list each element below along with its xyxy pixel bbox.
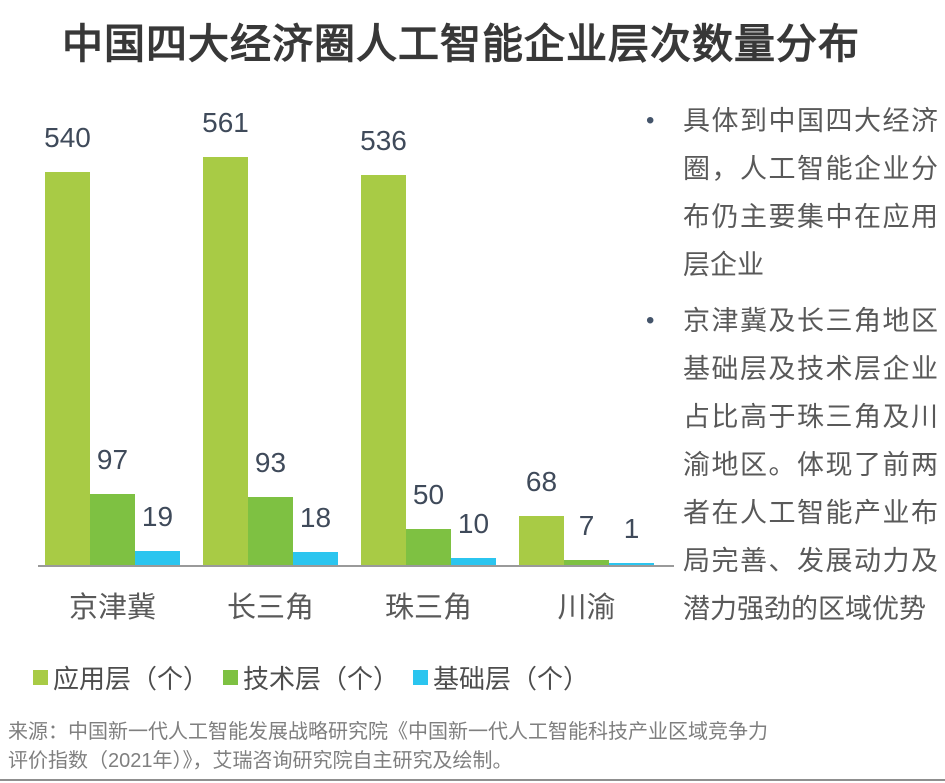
legend-label: 应用层（个）: [53, 664, 210, 694]
bar-川渝-series-2: [564, 559, 609, 565]
bar-川渝-series-1: [519, 515, 564, 565]
bar-长三角-series-2: [248, 497, 293, 565]
category-label-川渝: 川渝: [557, 592, 616, 624]
legend-item-2: 技术层（个）: [223, 659, 399, 696]
value-label-京津冀-series-1: 540: [44, 122, 91, 153]
x-axis-line: [38, 565, 674, 567]
legend-swatch-icon: [223, 670, 239, 685]
category-label-珠三角: 珠三角: [384, 592, 473, 624]
legend-swatch-icon: [33, 670, 48, 685]
value-label-京津冀-series-2: 97: [96, 444, 129, 476]
insight-text-1: 具体到中国四大经济圈，人工智能企业分布仍主要集中在应用层企业: [683, 106, 938, 280]
legend-item-1: 应用层（个）: [33, 659, 209, 696]
page-bottom-divider: [0, 779, 945, 781]
legend-label: 基础层（个）: [433, 664, 590, 694]
category-label-长三角: 长三角: [226, 592, 315, 624]
chart-title: 中国四大经济圈人工智能企业层次数量分布: [62, 21, 860, 67]
source-note: 来源：中国新一代人工智能发展战略研究院《中国新一代人工智能科技产业区域竞争力评价…: [8, 721, 768, 772]
category-label-京津冀: 京津冀: [68, 592, 157, 624]
legend-swatch-icon: [413, 670, 429, 685]
bar-珠三角-series-1: [361, 174, 406, 565]
bar-京津冀-series-3: [135, 551, 180, 565]
bar-珠三角-series-3: [451, 557, 496, 565]
value-label-珠三角-series-1: 536: [360, 124, 407, 156]
insight-text-2: 京津冀及长三角地区基础层及技术层企业占比高于珠三角及川渝地区。体现了前两者在人工…: [683, 306, 938, 624]
bullet-icon: •: [646, 307, 655, 334]
bullet-icon: •: [646, 107, 655, 134]
bar-珠三角-series-2: [406, 528, 451, 565]
value-label-长三角-series-3: 18: [299, 501, 332, 533]
value-label-川渝-series-1: 68: [525, 465, 558, 497]
value-label-长三角-series-1: 561: [202, 106, 249, 138]
insight-bullet-2: • 京津冀及长三角地区基础层及技术层企业占比高于珠三角及川渝地区。体现了前两者在…: [638, 297, 940, 633]
value-label-京津冀-series-3: 19: [141, 501, 174, 533]
bar-川渝-series-3: [609, 563, 654, 565]
plot-area: 540 97 19 561 93 18 536 50 10 68 7 1: [38, 99, 674, 567]
value-label-川渝-series-3: 1: [623, 513, 640, 544]
bar-京津冀-series-2: [90, 494, 135, 565]
value-label-长三角-series-2: 93: [254, 447, 287, 479]
bar-长三角-series-3: [293, 551, 338, 565]
bar-长三角-series-1: [203, 156, 248, 565]
value-label-珠三角-series-3: 10: [457, 507, 490, 539]
legend-item-3: 基础层（个）: [413, 659, 589, 696]
value-label-珠三角-series-2: 50: [412, 478, 445, 510]
value-label-川渝-series-2: 7: [578, 509, 595, 541]
insight-bullet-1: • 具体到中国四大经济圈，人工智能企业分布仍主要集中在应用层企业: [638, 97, 940, 289]
chart-legend: 应用层（个） 技术层（个） 基础层（个）: [33, 659, 589, 696]
bar-京津冀-series-1: [45, 172, 90, 565]
legend-label: 技术层（个）: [243, 664, 400, 694]
insight-panel: • 具体到中国四大经济圈，人工智能企业分布仍主要集中在应用层企业 • 京津冀及长…: [638, 97, 940, 641]
